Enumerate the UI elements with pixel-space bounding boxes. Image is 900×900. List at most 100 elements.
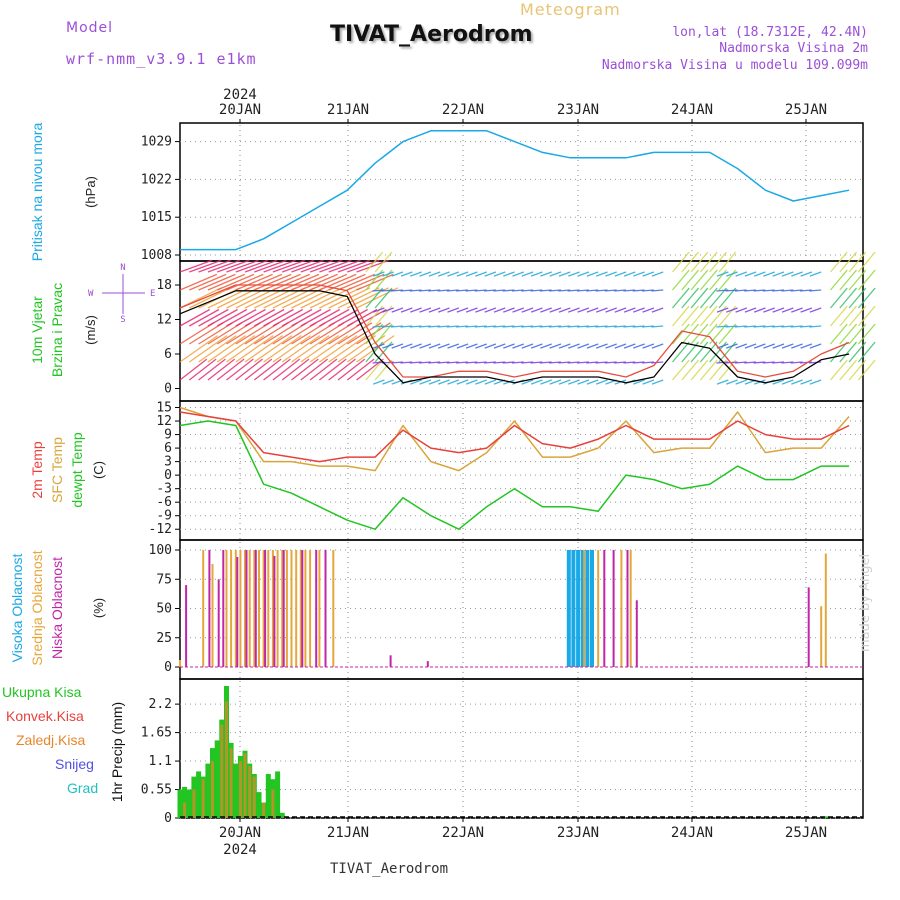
wind-arrow <box>699 323 718 345</box>
wind-arrow <box>400 343 413 349</box>
wind-arrow <box>632 289 645 292</box>
wind-arrow <box>272 308 304 327</box>
wind-arrow <box>633 379 645 385</box>
wind-arrow <box>651 325 664 328</box>
wind-arrow <box>456 289 469 292</box>
ylabel-cloud-mid: Srednja Oblacnost <box>29 550 45 665</box>
cloud-bar-1 <box>230 550 233 667</box>
wind-arrow <box>263 335 302 363</box>
wind-arrow <box>623 289 636 292</box>
wind-arrow <box>548 289 562 292</box>
cloud-bar-1 <box>271 550 274 667</box>
xtick-bottom-5: 25JAN <box>785 825 827 841</box>
yunit-pressure: (hPa) <box>83 176 98 208</box>
wind-arrow <box>521 271 534 277</box>
precip-bar-0 <box>186 789 192 818</box>
series-pressure <box>180 130 850 251</box>
wind-arrow <box>281 259 315 273</box>
wind-arrow <box>391 361 404 364</box>
wind-arrow <box>781 343 794 349</box>
wind-arrow <box>447 271 460 277</box>
wind-arrow <box>568 271 580 277</box>
model-name: wrf-nmm_v3.9.1 e1km <box>66 50 257 68</box>
wind-arrow <box>456 325 469 328</box>
wind-arrow <box>725 289 738 292</box>
panel-frame-temperature <box>179 400 864 541</box>
wind-arrow <box>179 335 219 363</box>
wind-arrow <box>809 343 822 349</box>
wind-arrow <box>800 379 813 385</box>
series-2m-temp <box>179 411 850 463</box>
wind-arrow <box>763 271 775 277</box>
wind-arrow <box>483 325 496 328</box>
xtick-bottom-0: 20JAN <box>219 825 261 841</box>
wind-arrow <box>216 259 250 273</box>
wind-arrow <box>857 341 876 363</box>
wind-arrow <box>493 325 506 328</box>
cloud-bar-0 <box>566 550 571 667</box>
wind-arrow <box>419 343 432 349</box>
wind-arrow <box>263 358 291 381</box>
cloud-bar-2 <box>612 550 615 667</box>
wind-arrow <box>568 343 580 349</box>
cloud-bar-2 <box>245 550 248 667</box>
wind-arrow <box>540 271 552 277</box>
wind-arrow <box>253 335 293 363</box>
wind-arrow <box>781 361 794 364</box>
wind-arrow <box>681 323 699 345</box>
wind-arrow <box>716 325 729 328</box>
xtick-top-3: 23JAN <box>557 102 599 118</box>
wind-arrow <box>372 289 385 292</box>
ylabel-cloud-low: Niska Oblacnost <box>49 557 65 659</box>
cloud-bar-2 <box>626 550 629 667</box>
wind-arrow <box>781 325 794 328</box>
wind-arrow <box>699 341 718 363</box>
wind-arrow <box>409 361 422 364</box>
wind-arrow <box>319 259 352 273</box>
wind-arrow <box>483 361 496 364</box>
wind-arrow <box>857 251 876 273</box>
wind-arrow <box>410 343 422 349</box>
wind-arrow <box>511 361 524 364</box>
wind-arrow <box>672 251 690 273</box>
ytick-wind-3: 18 <box>156 278 172 293</box>
wind-arrow <box>690 269 709 291</box>
wind-arrow <box>839 359 857 381</box>
wind-arrow <box>830 359 848 381</box>
wind-arrow <box>456 343 469 349</box>
wind-arrow <box>493 343 506 349</box>
series-gust <box>179 284 850 378</box>
wind-arrow <box>372 325 385 328</box>
wind-arrow <box>319 335 358 363</box>
wind-arrow <box>623 361 636 364</box>
wind-arrow <box>300 335 339 363</box>
wind-arrow <box>391 289 404 292</box>
wind-arrows <box>179 251 876 385</box>
precip-bar-1 <box>243 753 247 818</box>
wind-arrow <box>346 358 375 381</box>
wind-arrow <box>253 308 285 327</box>
wind-arrow <box>521 289 534 292</box>
wind-arrow <box>718 251 737 273</box>
precip-bar-1 <box>238 761 242 818</box>
wind-arrow <box>493 307 506 313</box>
wind-arrow <box>809 325 822 328</box>
watermark: made by Angel <box>858 553 873 652</box>
ytick-precip-0: 0 <box>164 811 172 826</box>
wind-arrow <box>605 307 617 313</box>
wind-arrow <box>530 361 543 364</box>
wind-arrow <box>672 287 690 309</box>
wind-arrow <box>235 308 266 327</box>
wind-arrow <box>558 343 571 349</box>
precip-bar-1 <box>183 802 187 818</box>
precip-bar-0 <box>177 789 183 818</box>
cloud-bar-2 <box>635 600 638 667</box>
wind-arrow <box>483 289 496 292</box>
wind-arrow <box>382 271 394 277</box>
wind-arrow <box>356 308 387 327</box>
wind-arrow <box>577 271 590 277</box>
wind-arrow <box>672 305 690 327</box>
xtick-top-5: 25JAN <box>785 102 827 118</box>
wind-arrow <box>381 289 394 292</box>
wind-arrow <box>642 271 655 277</box>
